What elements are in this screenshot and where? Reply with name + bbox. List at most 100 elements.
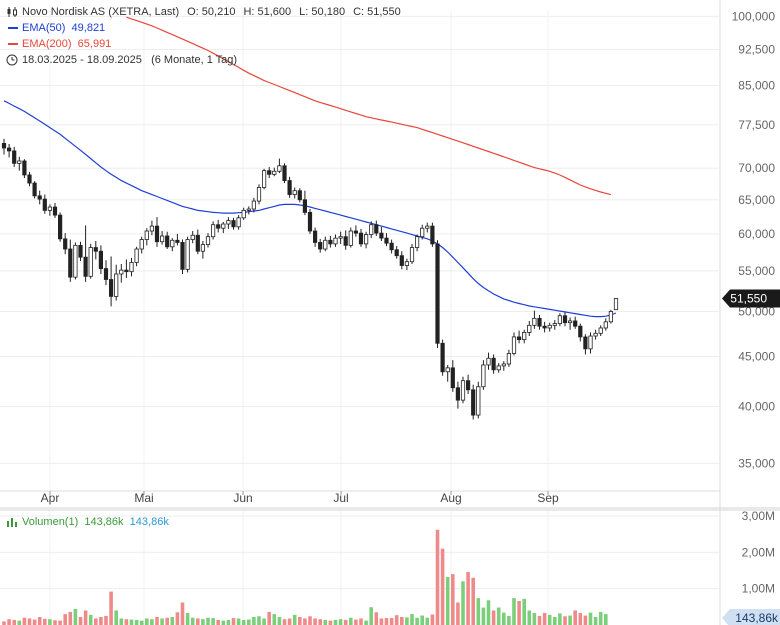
volume-bar — [78, 617, 83, 625]
volume-bar — [379, 618, 384, 625]
candle-body — [277, 165, 282, 172]
volume-bar — [104, 615, 108, 625]
legend-low-label: L: — [299, 6, 309, 18]
candle-body — [282, 165, 287, 181]
volume-bar — [226, 619, 231, 625]
volume-bar — [435, 529, 440, 625]
candle — [63, 233, 68, 255]
volume-bar — [83, 610, 88, 625]
candle — [134, 246, 139, 267]
legend-high-label: H: — [243, 6, 255, 18]
candle — [450, 360, 455, 392]
candle-body — [471, 389, 476, 416]
volume-bar — [598, 611, 603, 625]
candle — [246, 206, 251, 215]
candle — [1, 138, 7, 155]
ema50-value: 49,821 — [71, 22, 106, 34]
volume-bar — [400, 617, 404, 625]
volume-bar — [425, 617, 430, 625]
chart-legend: Novo Nordisk AS (XETRA, Last) O: 50,210 … — [6, 4, 401, 68]
candle — [481, 360, 486, 390]
candle — [93, 241, 98, 260]
candle — [129, 257, 134, 277]
candle — [573, 316, 578, 329]
volume-bar — [573, 610, 577, 625]
candle — [363, 231, 369, 249]
candle-body — [241, 209, 246, 219]
candle — [251, 197, 256, 213]
candle-body — [226, 220, 231, 225]
candle-body — [88, 247, 93, 277]
candle — [460, 376, 466, 404]
volume-bar — [517, 601, 521, 625]
candle — [226, 217, 231, 229]
candle-body — [363, 234, 369, 245]
candle — [476, 381, 481, 419]
candle — [170, 238, 175, 252]
candlestick-icon — [7, 7, 17, 17]
volume-bar — [308, 616, 312, 625]
candle — [17, 156, 22, 171]
candle — [608, 309, 614, 324]
volume-bar — [236, 618, 241, 625]
candle — [58, 212, 63, 242]
last-price-label: 51,550 — [730, 291, 767, 305]
candle-body — [175, 239, 180, 243]
last-volume-label: 143,86k — [735, 611, 779, 625]
volume-bar — [568, 615, 572, 625]
candle-body — [369, 224, 374, 235]
candle — [511, 332, 517, 356]
legend-row-ema50: EMA(50) 49,821 — [6, 20, 401, 36]
candle — [537, 314, 542, 330]
volume-bar — [298, 617, 302, 625]
candle-body — [149, 225, 154, 232]
candle — [603, 318, 608, 331]
candle-body — [389, 242, 394, 251]
candle-body — [343, 236, 348, 246]
volume-bar — [32, 619, 37, 625]
legend-row-ema200: EMA(200) 65,991 — [6, 36, 401, 52]
volume-bar — [165, 617, 169, 625]
candle — [144, 228, 149, 246]
price-axis: 35,000 40,000 45,000 50,000 55,000 60,000 65,0… — [732, 9, 776, 470]
volume-bar — [257, 616, 261, 625]
candle-body — [608, 311, 614, 323]
candle-body — [517, 336, 522, 341]
candle — [185, 236, 190, 273]
candle — [7, 143, 12, 158]
candle — [287, 176, 292, 198]
candle-body — [338, 236, 343, 239]
candle-body — [251, 200, 256, 210]
candle — [598, 325, 603, 337]
volume-bar — [134, 619, 139, 625]
candle — [231, 217, 236, 230]
volume-bar — [542, 613, 547, 625]
candle-body — [353, 230, 359, 234]
candle — [420, 224, 425, 240]
candle — [409, 243, 415, 264]
clock-icon — [6, 54, 18, 66]
candle-body — [170, 239, 175, 248]
candle — [333, 234, 338, 247]
candle — [583, 334, 588, 355]
x-tick-label: Sep — [537, 491, 559, 505]
volume-bar — [578, 613, 583, 625]
volume-tick-label: 2,00M — [742, 545, 775, 559]
candle — [78, 241, 83, 261]
volume-bar — [558, 613, 562, 625]
candle — [175, 233, 180, 246]
candle — [374, 220, 379, 236]
y-tick-label: 100,000 — [732, 9, 776, 23]
candle — [216, 219, 221, 233]
y-tick-label: 45,000 — [738, 349, 775, 363]
candle-body — [323, 239, 328, 250]
candle — [307, 209, 313, 234]
volume-bar — [241, 619, 246, 625]
candle-body — [180, 242, 185, 270]
candle-body — [568, 320, 573, 324]
candle-body — [552, 323, 557, 326]
candle-body — [430, 225, 435, 245]
candle — [491, 354, 496, 374]
volume-axis: 1,00M 2,00M 3,00M — [742, 509, 775, 596]
